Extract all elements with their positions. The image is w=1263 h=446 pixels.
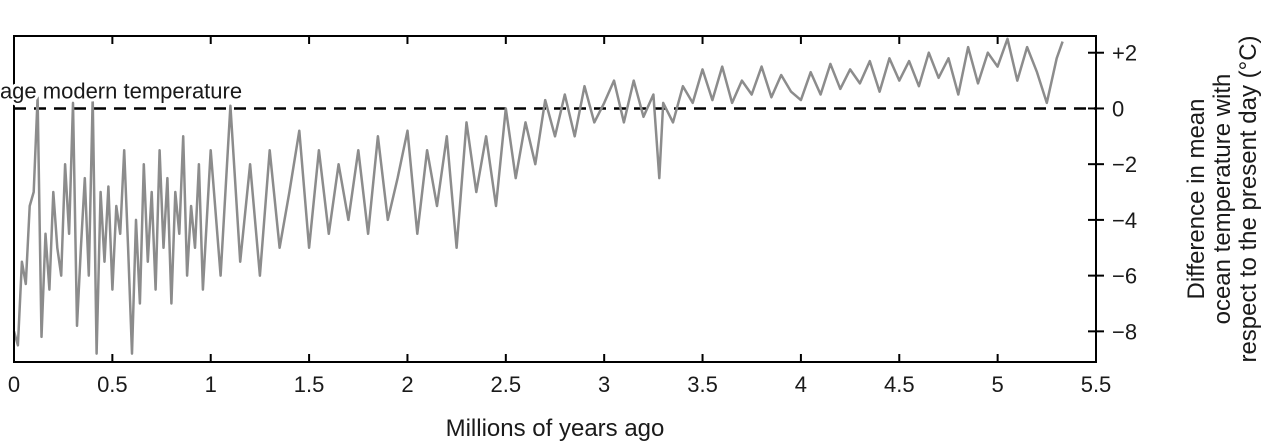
x-tick-label: 0 — [8, 372, 20, 397]
x-tick-label: 3.5 — [687, 372, 718, 397]
plot-frame — [13, 35, 1097, 363]
x-tick-label: 3 — [598, 372, 610, 397]
series-line — [12, 37, 1064, 355]
x-tick-label: 4 — [795, 372, 807, 397]
y-axis-title-line: respect to the present day (°C) — [1235, 35, 1262, 362]
reference-line-label: Average modern temperature — [0, 78, 242, 103]
x-tick-label: 2.5 — [491, 372, 522, 397]
x-tick-label: 5.5 — [1081, 372, 1112, 397]
y-tick-label: +2 — [1112, 41, 1137, 66]
plot-area — [12, 37, 1096, 355]
y-tick-label: 0 — [1112, 96, 1124, 121]
axes: 0 0.5 1 1.5 2 2.5 3 3.5 4 4.5 5 5.5 +2 0 −2 −4 −6 −8 — [8, 35, 1137, 397]
y-tick-label: −6 — [1112, 264, 1137, 289]
x-tick-label: 1 — [205, 372, 217, 397]
y-tick-label: −4 — [1112, 208, 1137, 233]
x-tick-label: 2 — [401, 372, 413, 397]
y-tick-label: −2 — [1112, 152, 1137, 177]
x-tick-label: 4.5 — [884, 372, 915, 397]
x-tick-label: 0.5 — [97, 372, 128, 397]
x-axis-title: Millions of years ago — [446, 415, 665, 442]
y-tick-label: −8 — [1112, 319, 1137, 344]
x-tick-label: 1.5 — [294, 372, 325, 397]
y-axis-title-line: ocean temperature with — [1209, 74, 1236, 325]
y-axis-title: Difference in mean ocean temperature wit… — [1183, 35, 1262, 362]
x-tick-label: 5 — [992, 372, 1004, 397]
y-axis-title-line: Difference in mean — [1183, 99, 1210, 300]
